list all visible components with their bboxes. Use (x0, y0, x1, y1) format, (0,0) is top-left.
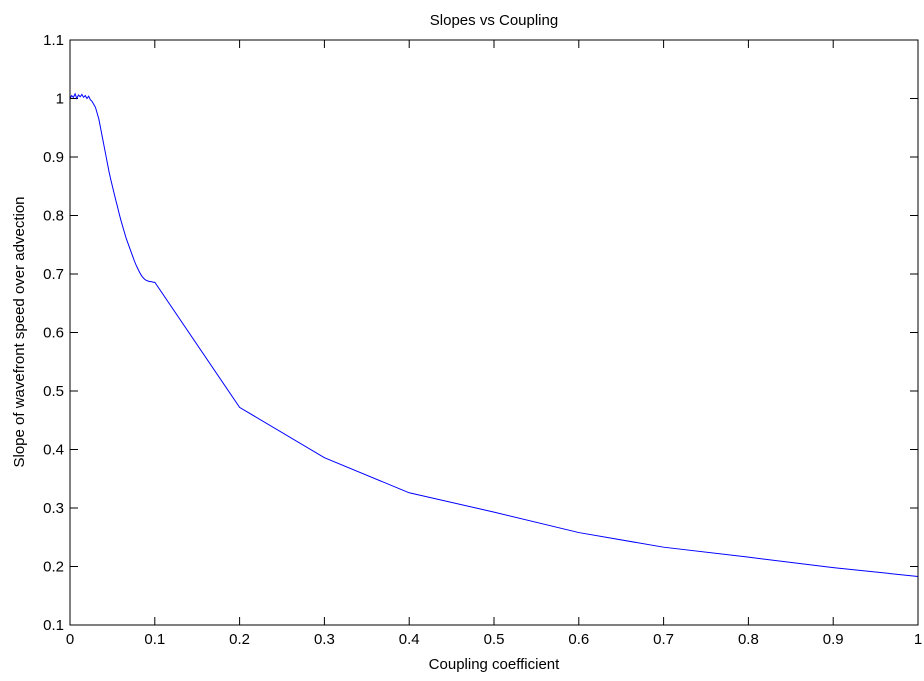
x-tick-label: 0.4 (399, 631, 420, 648)
y-tick-label: 1.1 (43, 32, 64, 49)
x-tick-label: 0.5 (484, 631, 505, 648)
y-tick-label: 0.7 (43, 266, 64, 283)
x-axis-label: Coupling coefficient (429, 656, 560, 673)
y-axis-label: Slope of wavefront speed over advection (11, 196, 28, 467)
x-tick-label: 0.3 (314, 631, 335, 648)
plot-background (70, 40, 918, 625)
x-tick-label: 0 (66, 631, 74, 648)
series-line (69, 92, 919, 577)
y-tick-label: 0.6 (43, 325, 64, 342)
plot-frame (69, 39, 919, 626)
y-tick-label: 0.8 (43, 208, 64, 225)
x-tick-label: 0.8 (738, 631, 759, 648)
y-tick-label: 0.4 (43, 442, 64, 459)
x-tick-label: 1 (914, 631, 922, 648)
x-tick-label: 0.6 (568, 631, 589, 648)
y-tick-label: 1 (56, 91, 64, 108)
x-tick-label: 0.9 (823, 631, 844, 648)
y-tick-label: 0.2 (43, 559, 64, 576)
y-tick-label: 0.9 (43, 149, 64, 166)
y-tick-label: 0.3 (43, 500, 64, 517)
x-tick-label: 0.7 (653, 631, 674, 648)
chart-title: Slopes vs Coupling (430, 12, 558, 29)
y-tick-label: 0.1 (43, 617, 64, 634)
x-tick-label: 0.1 (144, 631, 165, 648)
x-tick-label: 0.2 (229, 631, 250, 648)
y-tick-label: 0.5 (43, 383, 64, 400)
